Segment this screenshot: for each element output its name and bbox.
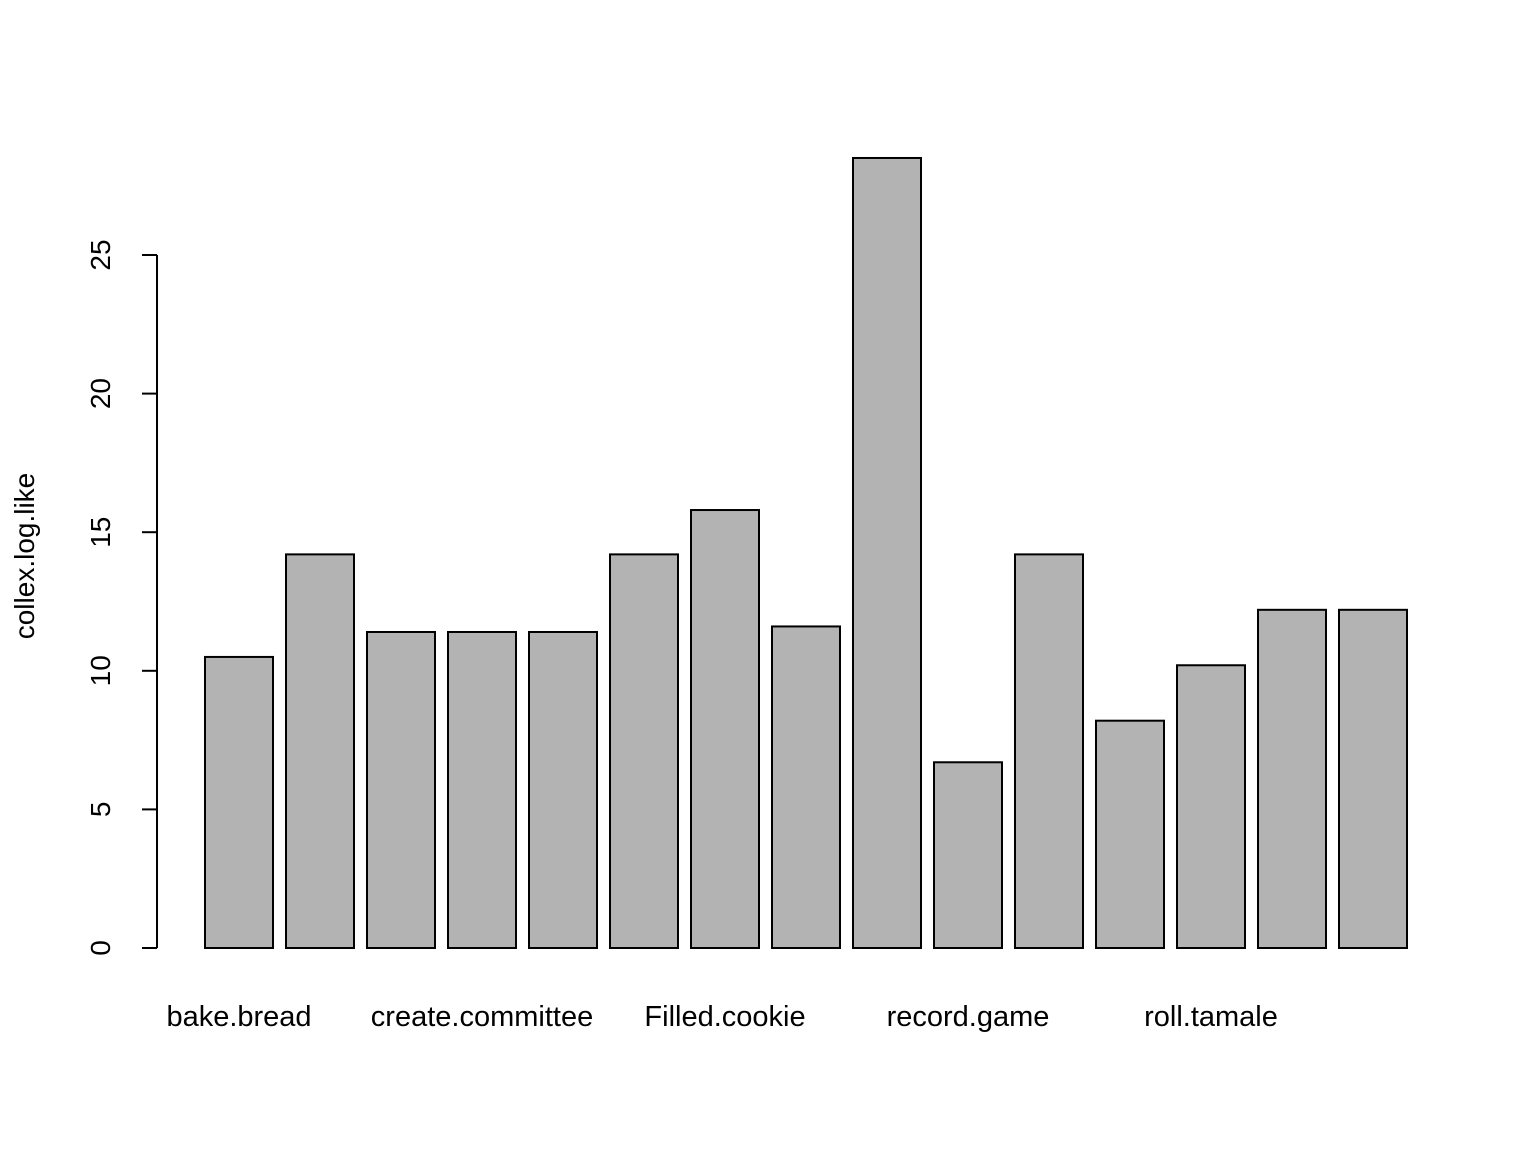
x-tick-label-1: create.committee — [371, 1001, 593, 1033]
bar-4 — [528, 630, 598, 949]
x-tick-label-3: record.game — [887, 1001, 1050, 1033]
y-tick-label-3: 15 — [85, 517, 116, 548]
bar-11 — [1095, 719, 1165, 949]
x-tick-label-2: Filled.cookie — [644, 1001, 805, 1033]
bars-group — [204, 156, 1408, 950]
bar-3 — [447, 630, 517, 949]
bar-14 — [1338, 608, 1408, 949]
y-tick-label-0: 0 — [85, 940, 116, 956]
bar-5 — [609, 553, 679, 949]
bar-6 — [690, 509, 760, 949]
bar-10 — [1014, 553, 1084, 949]
y-tick-label-1: 5 — [85, 802, 116, 818]
y-tick-label-5: 25 — [85, 239, 116, 270]
x-axis-labels: bake.bread create.committee Filled.cookie r… — [166, 1001, 1277, 1033]
y-tick-label-4: 20 — [85, 378, 116, 409]
bar-9 — [933, 761, 1003, 949]
y-axis: 0 5 10 15 20 25 — [85, 239, 158, 956]
bar-7 — [771, 625, 841, 949]
bar-12 — [1176, 664, 1246, 949]
bar-13 — [1257, 608, 1327, 949]
bar-0 — [204, 655, 274, 949]
y-axis-title: collex.log.like — [9, 473, 40, 640]
bar-1 — [285, 553, 355, 949]
x-tick-label-0: bake.bread — [166, 1001, 311, 1033]
y-tick-label-2: 10 — [85, 655, 116, 686]
x-tick-label-4: roll.tamale — [1144, 1001, 1278, 1033]
bar-8 — [852, 156, 922, 950]
bar-2 — [366, 630, 436, 949]
